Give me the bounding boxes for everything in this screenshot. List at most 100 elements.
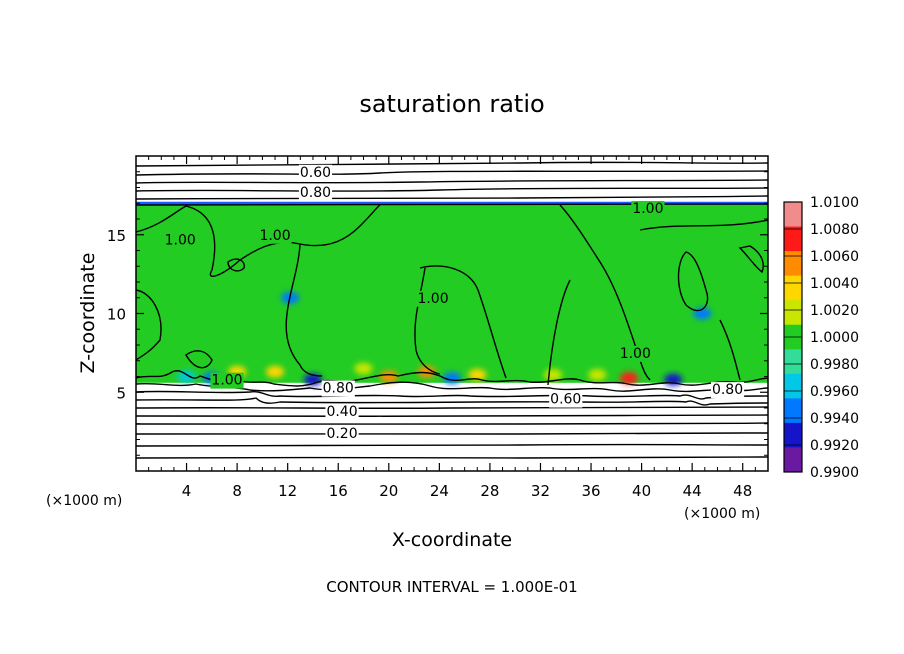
contour-label: 0.80 [300,185,331,201]
x-tick-label: 16 [329,482,348,500]
contour-line-upper [136,161,768,167]
contour-line-cloud [419,265,507,379]
contour-line-cloud [185,350,213,369]
contour-label-bg [321,380,355,397]
colorbar-segment [784,422,802,448]
x-tick-label: 12 [278,482,297,500]
contour-label: 0.20 [326,426,357,442]
contour-line-base [136,406,768,409]
colorbar-label: 1.0040 [810,276,859,292]
contour-label-bg [298,185,333,202]
colorbar-segment [784,447,802,473]
contour-line-base [136,432,768,435]
contour-line-upper [136,187,768,192]
contour-line-cloud [738,245,764,274]
contour-line-cloud [136,205,323,377]
contour-label-bg [710,382,745,399]
contour-label-bg [325,404,359,421]
colorbar-label: 0.9940 [810,411,859,427]
contour-line-cloud [677,251,709,312]
hotspot [468,368,487,381]
contour-line-base [136,397,768,406]
colorbar-segment [784,202,802,228]
hotspot [443,372,461,385]
contour-line-base [136,422,768,425]
contour-label: 1.00 [259,228,290,244]
contour-label-bg [258,227,292,244]
colorbar-label: 0.9920 [810,438,859,454]
contour-line-cloud [719,319,741,381]
x-tick-label: 40 [632,482,651,500]
colorbar-label: 1.0060 [810,249,859,265]
contour-line-cloud [639,219,768,231]
contour-line-base [136,381,768,393]
contour-label: 0.60 [550,392,581,408]
contour-label-bg [549,391,583,408]
x-tick-label: 8 [232,482,242,500]
colorbar-label: 1.0100 [810,195,859,211]
contour-line-base [136,414,768,417]
contour-label: 0.80 [323,381,354,397]
hotspot [588,368,607,381]
contour-label: 0.40 [326,404,357,420]
contour-label: 1.00 [620,346,651,362]
chart-title: saturation ratio [359,90,544,118]
colorbar-label: 0.9980 [810,357,859,373]
x-tick-label: 36 [581,482,600,500]
x-tick-label: 20 [379,482,398,500]
x-axis-ticks: 4 8 12 16 20 24 28 32 36 40 44 48 [148,156,756,500]
hotspot [379,370,398,383]
saturation-field [136,201,768,386]
contour-label-bg [416,290,450,307]
x-tick-label: 24 [430,482,449,500]
contour-labels: 0.60 0.80 1.00 1.00 1.00 1.00 1.00 1.00 0.80 0.80… [163,164,745,443]
contour-interval-note: CONTOUR INTERVAL = 1.000E-01 [326,578,577,596]
colorbar-segment [784,373,802,399]
contour-line-cloud [227,258,245,272]
contour-line-base [136,390,768,400]
colorbar-segment [784,349,802,375]
cloud-layer [136,203,768,383]
contour-line-cloud [136,289,162,361]
colorbar: 1.0100 1.0080 1.0060 1.0040 1.0020 1.0000 0.99… [783,195,859,481]
x-tick-label: 4 [182,482,192,500]
contour-line-cloud [547,279,571,386]
x-tick-label: 28 [480,482,499,500]
contour-line-base [136,443,768,447]
colorbar-segment [784,251,802,277]
colorbar-label: 1.0020 [810,303,859,319]
hotspot [177,370,196,383]
contour-label-bg [325,426,359,443]
colorbar-label: 0.9960 [810,384,859,400]
colorbar-label: 0.9900 [810,465,859,481]
x-tick-label: 32 [531,482,550,500]
colorbar-segment [784,398,802,424]
x-tick-label: 48 [733,482,752,500]
contour-line-base [136,456,768,459]
hotspot [266,365,285,378]
colorbar-label: 1.0000 [810,330,859,346]
contour-label: 0.60 [300,165,331,181]
colorbar-segment [784,300,802,326]
contour-label: 1.00 [417,291,448,307]
y-axis-label: Z-coordinate [77,253,99,374]
y-tick-label: 5 [116,384,126,402]
x-unit-label-right: (×1000 m) [684,506,760,522]
colorbar-segment [784,275,802,301]
contour-line-upper [136,179,768,184]
contour-label: 1.00 [165,232,196,248]
contour-label: 0.80 [712,382,743,398]
x-unit-label-left: (×1000 m) [46,493,122,509]
hotspot [417,365,436,378]
y-tick-label: 10 [107,306,126,324]
hotspot [544,368,563,381]
colorbar-segment [784,226,802,252]
contour-line-cloud [299,204,381,247]
contour-label-bg [210,372,244,389]
x-tick-label: 44 [683,482,702,500]
y-tick-label: 15 [107,227,126,245]
contour-label: 1.00 [632,201,663,217]
x-axis-label: X-coordinate [392,529,512,551]
hotspot [619,372,638,385]
contour-label: 1.00 [211,373,242,389]
